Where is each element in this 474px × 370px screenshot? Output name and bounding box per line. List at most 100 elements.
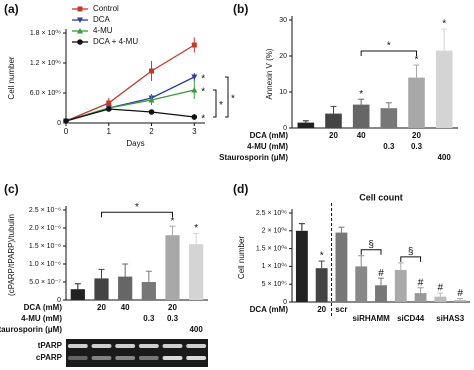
legend-label: 4-MU bbox=[93, 26, 113, 35]
panel-label: (d) bbox=[233, 182, 248, 196]
treatment-label: DCA (mM) bbox=[24, 303, 63, 312]
treatment-label: 4-MU (mM) bbox=[247, 142, 288, 151]
group-label: siRHAMM bbox=[352, 314, 390, 323]
legend-label: DCA bbox=[93, 15, 111, 24]
panel-label: (b) bbox=[233, 2, 248, 16]
annotation: * bbox=[201, 87, 205, 98]
blot-label: tPARP bbox=[38, 341, 63, 350]
x-tick-label: 1 bbox=[107, 127, 112, 136]
line bbox=[65, 108, 195, 122]
y-tick-label: 1.8 × 10⁰⁶ bbox=[30, 29, 61, 37]
treatment-value: 0.3 bbox=[167, 314, 179, 323]
point bbox=[191, 74, 198, 80]
bar bbox=[295, 230, 308, 302]
x-tick-label: 3 bbox=[192, 127, 197, 136]
y-tick-label: 30 bbox=[279, 17, 287, 24]
line bbox=[65, 44, 195, 122]
blot-band bbox=[67, 356, 88, 360]
annotation: * bbox=[171, 216, 175, 227]
treatment-value: 20 bbox=[168, 303, 177, 312]
y-tick-label: 0 bbox=[283, 299, 287, 306]
point bbox=[77, 6, 83, 12]
bar bbox=[355, 266, 368, 302]
bar bbox=[118, 276, 133, 300]
blot-band bbox=[67, 344, 88, 348]
y-tick-label: 5 × 10⁰⁵ bbox=[262, 280, 287, 288]
point bbox=[191, 87, 198, 93]
treatment-label: DCA (mM) bbox=[250, 131, 289, 140]
y-axis-label: Annexin V (%) bbox=[265, 48, 274, 99]
blot-band bbox=[186, 344, 207, 348]
y-tick-label: 0 bbox=[283, 125, 287, 132]
group-label: scr bbox=[335, 305, 347, 314]
x-tick-label: 2 bbox=[149, 127, 154, 136]
blot-band bbox=[162, 356, 183, 360]
blot-label: cPARP bbox=[36, 353, 63, 362]
line bbox=[65, 89, 195, 122]
blot-band bbox=[138, 356, 159, 360]
bar bbox=[394, 269, 407, 302]
bar bbox=[352, 104, 370, 128]
annotation: * bbox=[415, 55, 419, 66]
annotation: * bbox=[359, 89, 363, 100]
y-tick-label: 20 bbox=[279, 53, 287, 60]
panel-label: (a) bbox=[4, 2, 19, 16]
annotation: # bbox=[438, 283, 444, 294]
y-tick-label: 0 bbox=[57, 297, 61, 304]
treatment-value: 0.3 bbox=[143, 314, 155, 323]
y-tick-label: 2.5 × 10⁰⁶ bbox=[256, 209, 287, 217]
treatment-value: 0.3 bbox=[411, 142, 423, 151]
bar bbox=[380, 108, 398, 128]
group-label: siHAS3 bbox=[436, 314, 465, 323]
blot bbox=[66, 339, 208, 367]
blot-band bbox=[115, 356, 136, 360]
bracket bbox=[225, 76, 229, 118]
point bbox=[77, 28, 83, 34]
point bbox=[191, 114, 198, 120]
y-tick-label: 1.0 × 10⁻⁶ bbox=[29, 261, 61, 268]
blot-band bbox=[138, 344, 159, 348]
annotation: # bbox=[378, 268, 384, 279]
bar bbox=[375, 285, 387, 302]
y-tick-label: 2.0 × 10⁻⁶ bbox=[29, 225, 61, 232]
y-tick-label: 1.5 × 10⁰⁶ bbox=[256, 244, 287, 252]
blot-band bbox=[162, 344, 183, 348]
y-tick-label: 2.5 × 10⁻⁶ bbox=[29, 207, 61, 214]
treatment-value: 0.3 bbox=[383, 142, 395, 151]
treatment-label: DCA (mM) bbox=[250, 305, 289, 314]
y-tick-label: 1.5 × 10⁻⁶ bbox=[29, 243, 61, 250]
treatment-value: 400 bbox=[437, 153, 451, 162]
point bbox=[148, 109, 155, 115]
panel-label: (c) bbox=[4, 182, 19, 196]
treatment-value: 400 bbox=[189, 325, 203, 334]
annotation: § bbox=[368, 239, 374, 250]
bar bbox=[414, 293, 427, 302]
annotation: * bbox=[201, 114, 205, 125]
y-tick-label: 6.0 × 10⁰⁵ bbox=[30, 89, 61, 97]
y-axis-label: Cell number bbox=[237, 236, 246, 279]
blot-band bbox=[91, 344, 112, 348]
annotation: * bbox=[320, 251, 324, 262]
annotation: * bbox=[135, 202, 139, 213]
point bbox=[149, 68, 155, 74]
bracket bbox=[360, 50, 417, 56]
treatment-value: 40 bbox=[121, 303, 130, 312]
treatment-label: Staurosporin (μM) bbox=[219, 153, 288, 162]
treatment-value: 40 bbox=[357, 131, 366, 140]
point bbox=[106, 100, 112, 106]
blot-band bbox=[115, 344, 136, 348]
bar bbox=[315, 268, 328, 302]
point bbox=[77, 39, 83, 45]
bracket bbox=[101, 211, 173, 218]
x-tick-label: 0 bbox=[64, 127, 69, 136]
chart-title: Cell count bbox=[359, 192, 403, 202]
bracket bbox=[213, 89, 217, 118]
treatment-label: 4-MU (mM) bbox=[21, 314, 62, 323]
y-tick-label: 1.2 × 10⁰⁶ bbox=[30, 59, 61, 67]
annotation: # bbox=[418, 277, 424, 288]
y-tick-label: 2 × 10⁰⁶ bbox=[262, 227, 287, 235]
y-axis-label: Cell number bbox=[7, 56, 16, 99]
x-axis-label: Days bbox=[126, 139, 144, 148]
bar bbox=[454, 300, 467, 302]
